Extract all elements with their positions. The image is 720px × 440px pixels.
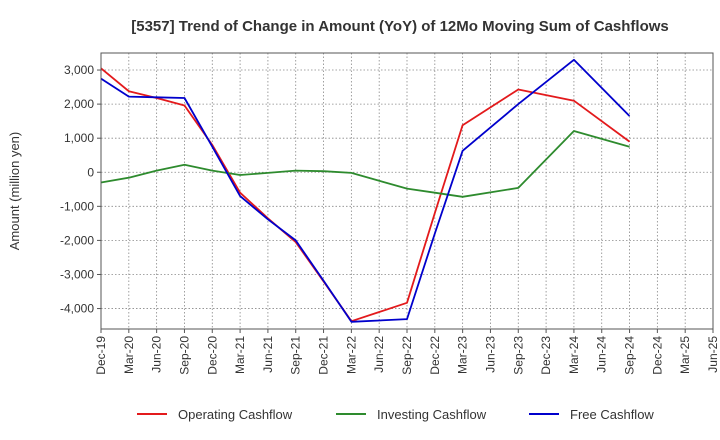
y-axis: 3,000 2,000 1,000 0 -1,000 -2,000 -3,000 -4,000 bbox=[60, 63, 101, 316]
x-tick-label: Dec-23 bbox=[539, 336, 553, 375]
y-tick-label: 0 bbox=[87, 165, 94, 179]
y-tick-label: 1,000 bbox=[64, 131, 94, 145]
series-group bbox=[100, 58, 631, 323]
legend: Operating Cashflow Investing Cashflow Free… bbox=[137, 407, 654, 422]
x-tick-label: Mar-21 bbox=[233, 336, 247, 374]
legend-label-investing-cashflow: Investing Cashflow bbox=[377, 407, 487, 422]
x-tick-label: Sep-23 bbox=[511, 336, 525, 375]
y-tick-label: 2,000 bbox=[64, 97, 94, 111]
x-tick-label: Jun-25 bbox=[706, 336, 720, 373]
x-tick-label: Sep-20 bbox=[177, 336, 191, 375]
x-tick-label: Dec-21 bbox=[317, 336, 331, 375]
x-tick-label: Sep-24 bbox=[623, 336, 637, 375]
series-line-investing-cashflow bbox=[100, 130, 630, 198]
legend-label-operating-cashflow: Operating Cashflow bbox=[178, 407, 293, 422]
y-tick-label: -2,000 bbox=[60, 233, 94, 247]
x-tick-label: Sep-21 bbox=[289, 336, 303, 375]
legend-label-free-cashflow: Free Cashflow bbox=[570, 407, 654, 422]
x-tick-label: Dec-19 bbox=[94, 336, 108, 375]
x-tick-label: Mar-24 bbox=[567, 336, 581, 374]
x-tick-label: Mar-20 bbox=[122, 336, 136, 374]
x-tick-label: Mar-25 bbox=[678, 336, 692, 374]
x-tick-label: Dec-24 bbox=[650, 336, 664, 375]
y-axis-label: Amount (million yen) bbox=[7, 132, 22, 251]
x-tick-label: Dec-22 bbox=[428, 336, 442, 375]
y-tick-label: -3,000 bbox=[60, 267, 94, 281]
x-tick-label: Sep-22 bbox=[400, 336, 414, 375]
x-tick-label: Mar-22 bbox=[344, 336, 358, 374]
y-tick-label: 3,000 bbox=[64, 63, 94, 77]
y-tick-label: -1,000 bbox=[60, 199, 94, 213]
series-line-free-cashflow bbox=[100, 58, 631, 323]
x-tick-label: Jun-20 bbox=[150, 336, 164, 373]
x-tick-label: Jun-21 bbox=[261, 336, 275, 373]
x-tick-label: Jun-24 bbox=[595, 336, 609, 373]
x-tick-label: Jun-23 bbox=[483, 336, 497, 373]
x-axis: Dec-19 Mar-20 Jun-20 Sep-20 Dec-20 Mar-21 Jun-… bbox=[94, 329, 720, 375]
x-tick-label: Mar-23 bbox=[456, 336, 470, 374]
x-tick-label: Jun-22 bbox=[372, 336, 386, 373]
chart-title: [5357] Trend of Change in Amount (YoY) o… bbox=[131, 18, 669, 35]
y-tick-label: -4,000 bbox=[60, 302, 94, 316]
x-tick-label: Dec-20 bbox=[205, 336, 219, 375]
